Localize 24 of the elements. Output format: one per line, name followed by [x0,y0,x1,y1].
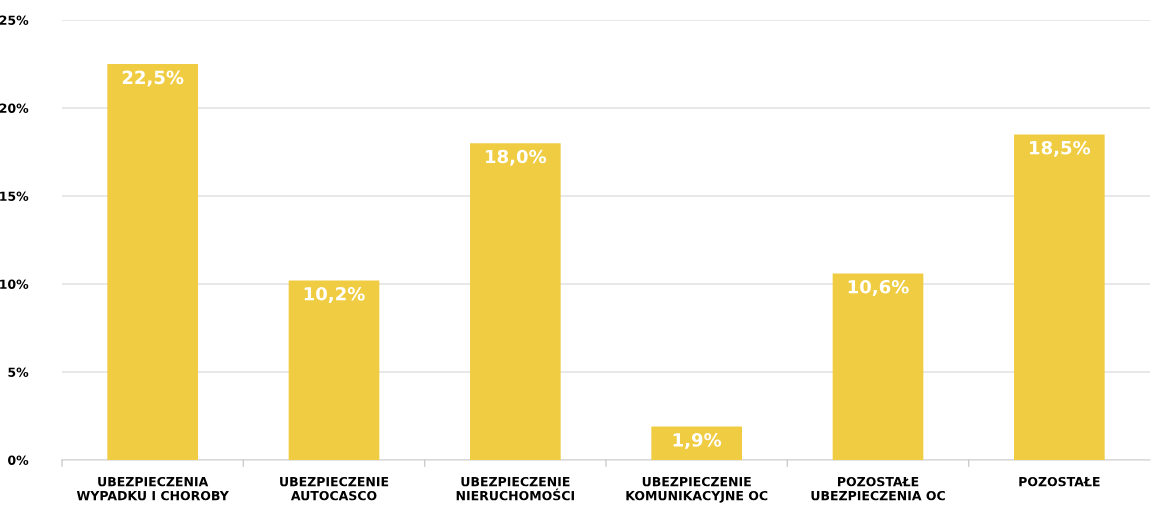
bar [651,426,742,460]
y-tick-label: 0% [8,455,29,465]
bar [288,280,380,460]
x-tick-label: UBEZPIECZENIE AUTOCASCO [280,476,389,501]
x-tick-label: POZOSTAŁE [1019,476,1100,487]
bar [832,273,924,460]
y-tick-label: 15% [0,191,29,201]
data-label: 22,5% [122,70,184,87]
y-tick-label: 5% [8,367,29,377]
data-label: 18,0% [486,149,547,166]
y-tick-label: 20% [0,103,29,113]
bar [107,64,198,460]
bar [1014,134,1105,460]
data-label: 10,2% [304,286,365,303]
data-label: 10,6% [848,279,909,296]
x-tick-label: UBEZPIECZENIA WYPADKU I CHOROBY [76,476,229,501]
bar [470,143,561,460]
x-tick-label: UBEZPIECZENIE KOMUNIKACYJNE OC [626,476,768,503]
data-label: 18,5% [1030,140,1091,157]
x-tick-label: UBEZPIECZENIE NIERUCHOMOŚCI [456,476,574,501]
x-tick-label: POZOSTAŁE UBEZPIECZENIA OC [811,476,945,501]
y-tick-label: 10% [0,279,29,289]
data-label: 1,9% [673,433,722,449]
y-tick-label: 25% [0,15,29,25]
